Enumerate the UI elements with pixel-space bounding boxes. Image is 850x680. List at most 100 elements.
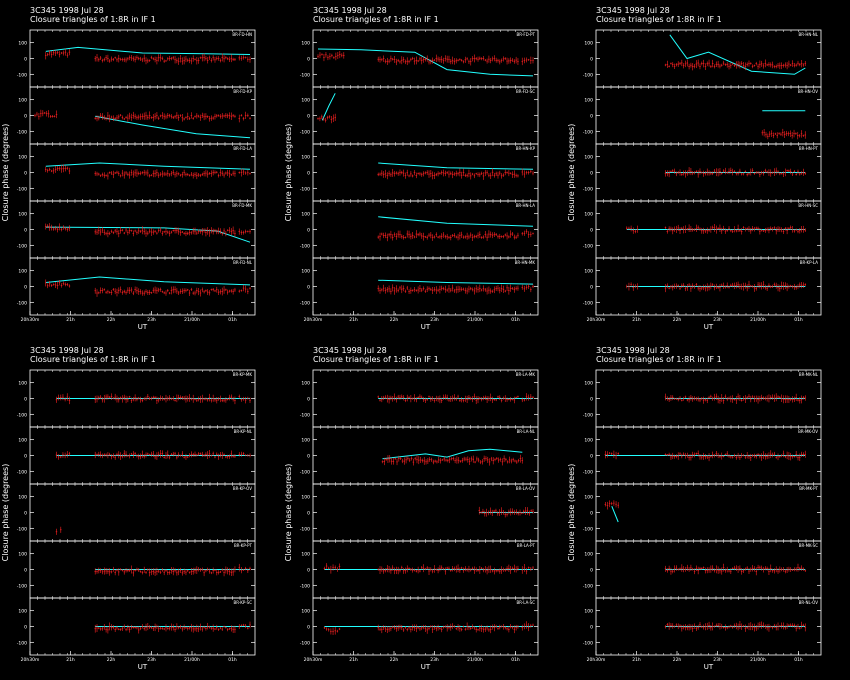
subplot-br-hn-nl: -100 0 100 BR-HN-NL xyxy=(583,29,822,88)
x-tick-label: 23h xyxy=(147,317,156,323)
model-curve xyxy=(45,162,251,170)
y-tick-label: 100 xyxy=(301,381,310,387)
y-tick-label: 100 xyxy=(18,269,27,275)
y-tick-label: 0 xyxy=(590,171,593,177)
panel-subtitle: Closure triangles of 1:8R in IF 1 xyxy=(313,355,439,364)
y-tick-label: 100 xyxy=(584,41,593,47)
subplot-br-kp-mk: -100 0 100 BR-KP-MK xyxy=(17,369,256,428)
baseline-triangle-label: BR-FD-NL xyxy=(233,260,253,265)
y-tick-label: -100 xyxy=(583,129,593,135)
y-tick-label: 100 xyxy=(18,609,27,615)
y-tick-label: 0 xyxy=(590,57,593,63)
y-tick-label: 0 xyxy=(307,454,310,460)
subplot-br-hn-sc: -100 0 100 BR-HN-SC xyxy=(583,200,822,259)
panel-subtitle: Closure triangles of 1:8R in IF 1 xyxy=(596,15,722,24)
baseline-triangle-label: BR-KP-SC xyxy=(233,600,252,605)
x-axis-label: UT xyxy=(704,323,714,331)
x-tick-label: 01h xyxy=(794,317,803,323)
baseline-triangle-label: BR-FD-MK xyxy=(232,203,252,208)
x-tick-label: 20h30m xyxy=(21,317,40,323)
y-tick-label: 100 xyxy=(584,155,593,161)
y-tick-label: 0 xyxy=(24,397,27,403)
y-tick-label: -100 xyxy=(17,412,27,418)
baseline-triangle-label: BR-HN-SC xyxy=(798,203,818,208)
y-tick-label: 0 xyxy=(307,285,310,291)
y-tick-label: -100 xyxy=(300,469,310,475)
x-tick-label: 01h xyxy=(228,317,237,323)
y-tick-label: 100 xyxy=(584,212,593,218)
x-axis-label: UT xyxy=(421,663,431,671)
subplot-br-kp-pt: -100 0 100 BR-KP-PT xyxy=(17,540,256,599)
panel-subtitle: Closure triangles of 1:8R in IF 1 xyxy=(30,15,156,24)
subplot-br-fd-mk: -100 0 100 BR-FD-MK xyxy=(17,200,256,259)
x-tick-label: 20h30m xyxy=(21,657,40,663)
y-tick-label: -100 xyxy=(583,72,593,78)
y-tick-label: 0 xyxy=(24,114,27,120)
y-tick-label: -100 xyxy=(17,640,27,646)
subplot-br-kp-la: -100 0 100 BR-KP-LA xyxy=(583,257,822,316)
y-axis-label: Closure phase (degrees) xyxy=(284,124,293,222)
x-tick-label: 21/00h xyxy=(184,657,200,663)
model-curve xyxy=(378,216,534,227)
panel-title: 3C345 1998 Jul 28 xyxy=(313,346,387,355)
y-tick-label: -100 xyxy=(17,526,27,532)
x-tick-label: 23h xyxy=(713,317,722,323)
x-tick-label: 21/00h xyxy=(750,317,766,323)
subplot-br-fd-pt: -100 0 100 BR-FD-PT xyxy=(300,29,539,88)
x-tick-label: 22h xyxy=(673,317,682,323)
y-tick-label: -100 xyxy=(17,129,27,135)
x-tick-label: 20h30m xyxy=(304,317,323,323)
x-tick-label: 23h xyxy=(430,317,439,323)
baseline-triangle-label: BR-FD-LA xyxy=(233,146,252,151)
baseline-triangle-label: BR-HN-KP xyxy=(516,146,536,151)
subplot-br-hn-ov: -100 0 100 BR-HN-OV xyxy=(583,86,822,145)
x-tick-label: 20h30m xyxy=(587,317,606,323)
model-curve xyxy=(45,46,251,55)
subplot-br-fd-la: -100 0 100 BR-FD-LA xyxy=(17,143,256,202)
model-curve xyxy=(378,279,534,285)
y-tick-label: 0 xyxy=(24,454,27,460)
y-tick-label: 100 xyxy=(18,41,27,47)
subplot-frame xyxy=(312,257,539,316)
y-tick-label: 100 xyxy=(301,41,310,47)
subplot-br-hn-pt: -100 0 100 BR-HN-PT xyxy=(583,143,822,202)
subplot-frame xyxy=(312,86,539,145)
x-tick-label: 21h xyxy=(66,657,75,663)
y-tick-label: 0 xyxy=(307,171,310,177)
x-tick-label: 01h xyxy=(511,317,520,323)
y-tick-label: 100 xyxy=(18,381,27,387)
x-axis-label: UT xyxy=(138,323,148,331)
y-tick-label: 0 xyxy=(307,228,310,234)
y-tick-label: -100 xyxy=(17,469,27,475)
model-curve xyxy=(378,162,534,170)
subplot-br-hn-kp: -100 0 100 BR-HN-KP xyxy=(300,143,539,202)
x-tick-label: 23h xyxy=(147,657,156,663)
baseline-triangle-label: BR-FD-SC xyxy=(516,89,535,94)
panel-title: 3C345 1998 Jul 28 xyxy=(596,6,670,15)
y-tick-label: 100 xyxy=(18,155,27,161)
baseline-triangle-label: BR-FD-KP xyxy=(233,89,252,94)
y-tick-label: 0 xyxy=(307,114,310,120)
y-tick-label: 100 xyxy=(584,269,593,275)
subplot-br-fd-hn: -100 0 100 BR-FD-HN xyxy=(17,29,256,88)
subplot-br-kp-nl: -100 0 100 BR-KP-NL xyxy=(17,426,256,485)
subplot-br-la-nl: -100 0 100 BR-LA-NL xyxy=(300,426,539,485)
y-tick-label: 0 xyxy=(24,171,27,177)
x-axis-label: UT xyxy=(138,663,148,671)
subplot-br-fd-sc: -100 0 100 BR-FD-SC xyxy=(300,86,539,145)
y-tick-label: 0 xyxy=(24,285,27,291)
x-tick-label: 22h xyxy=(107,657,116,663)
y-axis-label: Closure phase (degrees) xyxy=(1,464,10,562)
subplot-br-fd-nl: -100 0 100 BR-FD-NL xyxy=(17,257,256,316)
y-tick-label: 100 xyxy=(301,155,310,161)
y-tick-label: 0 xyxy=(307,57,310,63)
y-tick-label: 0 xyxy=(24,568,27,574)
y-tick-label: 100 xyxy=(18,98,27,104)
baseline-triangle-label: BR-FD-HN xyxy=(232,32,252,37)
y-tick-label: -100 xyxy=(300,129,310,135)
y-tick-label: 100 xyxy=(18,552,27,558)
baseline-triangle-label: BR-HN-PT xyxy=(799,146,819,151)
